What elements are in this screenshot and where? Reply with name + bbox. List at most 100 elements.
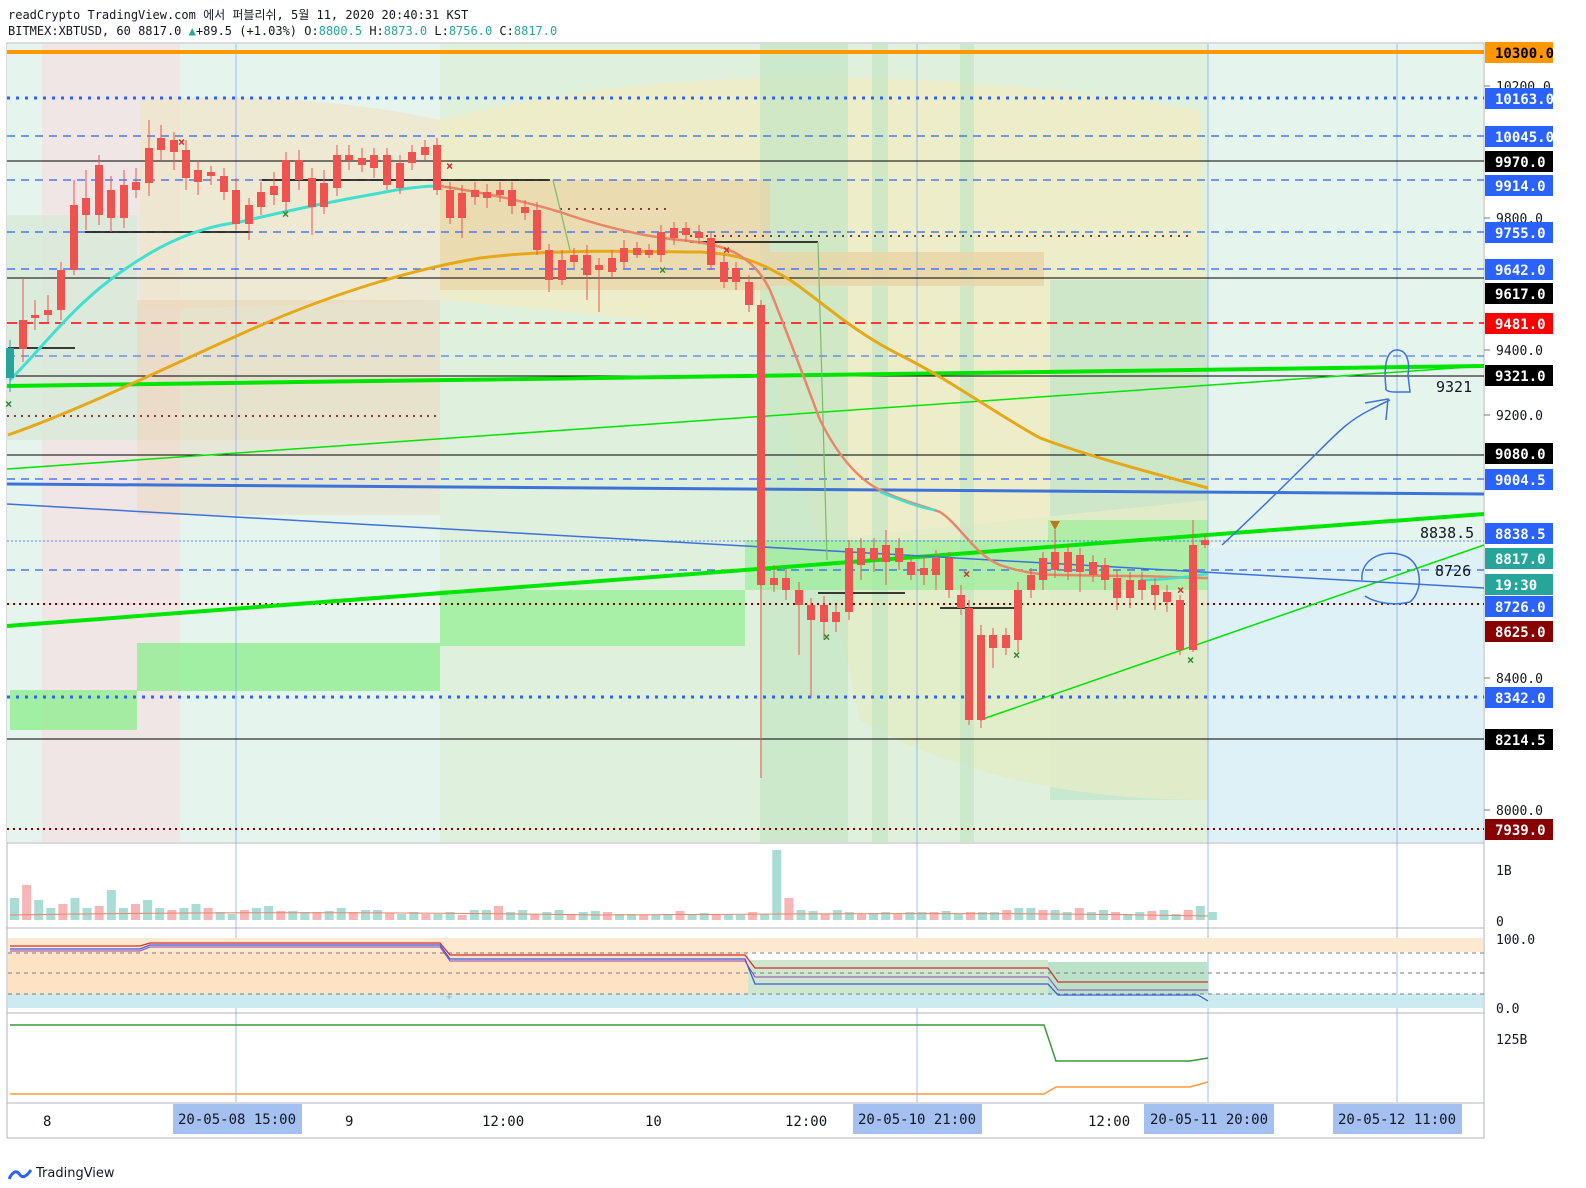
volume-bar <box>566 914 576 920</box>
volume-bar <box>324 911 334 920</box>
price-tag <box>1485 729 1553 750</box>
candle-body <box>957 595 965 608</box>
volume-bar <box>844 912 854 920</box>
candle-body <box>757 305 765 585</box>
candle-body <box>845 548 853 612</box>
price-tag <box>1485 313 1553 334</box>
candle-body <box>782 578 790 590</box>
volume-bar <box>1207 912 1217 920</box>
volume-axis-top: 1B <box>1496 864 1512 879</box>
svg-text:9: 9 <box>345 1114 353 1130</box>
svg-text:8726.0: 8726.0 <box>1495 600 1546 616</box>
price-tag <box>1485 42 1553 63</box>
candle-body <box>707 238 715 265</box>
candle-body <box>795 590 803 605</box>
candle-body <box>145 148 153 183</box>
svg-text:×: × <box>282 207 289 221</box>
svg-text:10163.0: 10163.0 <box>1495 92 1554 108</box>
volume-bar <box>227 914 237 920</box>
candle-body <box>583 255 591 275</box>
volume-bar <box>276 911 286 920</box>
volume-bar <box>1183 910 1193 920</box>
candle-body <box>657 232 665 255</box>
volume-bar <box>348 912 358 920</box>
candle-body <box>194 170 202 182</box>
candle-body <box>95 165 103 215</box>
price-tag <box>1485 469 1553 490</box>
candle-body <box>521 207 529 213</box>
candle-body <box>882 545 890 562</box>
candle-body <box>608 258 616 272</box>
volume-bar <box>772 850 782 920</box>
candle-body <box>282 160 290 202</box>
hand-drawn-marks <box>1221 349 1420 605</box>
candle-body <box>345 155 353 160</box>
ohlc-legend[interactable]: BITMEX:XBTUSD, 60 8817.0 ▲+89.5 (+1.03%)… <box>8 24 558 38</box>
footer-brand: TradingView <box>36 1166 115 1181</box>
candle-body <box>1163 592 1171 602</box>
time-axis[interactable]: 8 9 12:00 10 12:00 12:00 20-05-08 15:00 … <box>43 1104 1462 1134</box>
candle-body <box>496 190 504 195</box>
time-highlight-3: 20-05-11 20:00 <box>1150 1112 1268 1128</box>
candle-body <box>421 147 429 155</box>
candle-body <box>1039 558 1047 580</box>
volume-bar <box>106 890 116 920</box>
symbol-label[interactable]: BITMEX:XBTUSD, 60 <box>8 24 131 38</box>
volume-bar <box>808 911 818 920</box>
price-tag <box>1485 222 1553 243</box>
volume-bar <box>857 914 866 920</box>
candle-body <box>820 605 828 622</box>
volume-bar <box>373 910 382 920</box>
price-tags: 10300.0 10163.0 10045.0 9970.0 9914.0 9755.0 9… <box>1485 42 1554 840</box>
volume-bar <box>615 914 624 920</box>
candle-body <box>682 228 690 235</box>
volume-bar <box>748 912 758 920</box>
svg-text:×: × <box>5 397 12 411</box>
volume-bar <box>820 914 830 920</box>
svg-text:×: × <box>1013 648 1020 662</box>
tradingview-footer[interactable]: TradingView <box>8 1166 115 1181</box>
svg-text:8214.5: 8214.5 <box>1495 733 1546 749</box>
volume-bar <box>917 912 927 920</box>
volume-bar <box>530 914 540 920</box>
svg-text:8838.5: 8838.5 <box>1495 527 1546 543</box>
annotation-9321: 9321 <box>1436 378 1472 396</box>
price-tag <box>1485 283 1553 304</box>
candle-body <box>6 348 14 378</box>
volume-axis-bottom: 0 <box>1496 915 1504 930</box>
volume-bar <box>723 914 733 920</box>
volume-bar <box>58 904 68 920</box>
volume-bar <box>869 913 879 920</box>
svg-text:10045.0: 10045.0 <box>1495 130 1554 146</box>
svg-text:9914.0: 9914.0 <box>1495 179 1546 195</box>
candle-body <box>545 250 553 280</box>
volume-bar <box>494 906 503 920</box>
candle-body <box>132 182 140 190</box>
volume-bar <box>481 910 491 920</box>
candle-body <box>633 248 641 255</box>
candle-body <box>31 315 39 318</box>
svg-text:10300.0: 10300.0 <box>1495 46 1554 62</box>
low-value: 8756.0 <box>448 24 493 38</box>
candle-body <box>333 155 341 188</box>
candle-body <box>945 558 953 590</box>
osc-axis-top: 100.0 <box>1496 933 1535 948</box>
oscillator-pane: + <box>8 938 1484 1008</box>
price-tick: 9400.0 <box>1496 344 1543 359</box>
volume-bar <box>542 912 552 920</box>
volume-bar <box>385 913 395 920</box>
price-tag <box>1485 621 1553 642</box>
candle-body <box>1126 580 1134 598</box>
close-value: 8817.0 <box>513 24 558 38</box>
volume-bar <box>578 912 588 920</box>
price-tag <box>1485 175 1553 196</box>
candle-body <box>458 193 466 218</box>
candle-body <box>370 155 378 168</box>
svg-text:7939.0: 7939.0 <box>1495 823 1546 839</box>
ema-teal <box>8 184 441 382</box>
volume-bar <box>445 912 455 920</box>
candle-body <box>745 282 753 305</box>
candle-body <box>70 205 78 270</box>
candle-body <box>295 160 303 180</box>
